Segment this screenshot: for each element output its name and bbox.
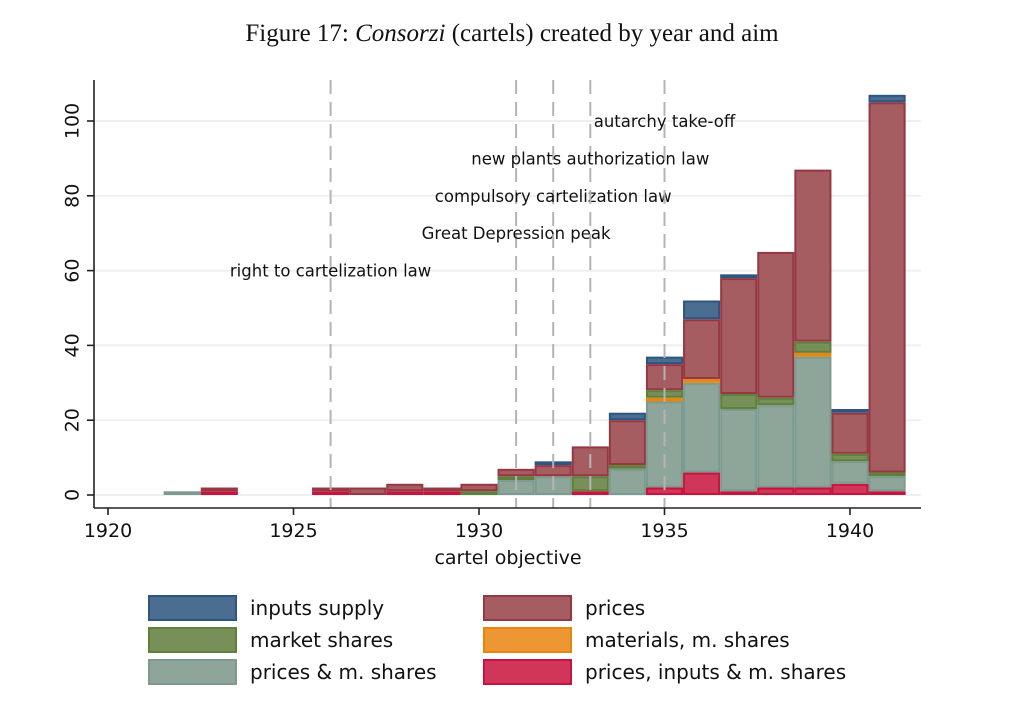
bar-segment-prices <box>868 102 906 473</box>
legend-swatch <box>148 627 237 653</box>
bar-segment-materials-m-shares <box>683 379 721 383</box>
bar-segment-market-shares <box>794 341 832 353</box>
bar-segment-inputs-supply <box>608 412 646 421</box>
bar-segment-prices-inputs-m-shares <box>423 491 461 496</box>
bar-segment-prices <box>608 420 646 466</box>
legend-item: prices, inputs & m. shares <box>483 659 846 685</box>
bars <box>163 94 906 496</box>
bar-segment-market-shares <box>460 491 498 496</box>
legend-label: market shares <box>250 628 393 652</box>
legend-item: prices <box>483 595 645 621</box>
x-tick-label: 1935 <box>640 520 688 542</box>
bar-segment-prices <box>831 412 869 454</box>
bar-segment-inputs-supply <box>720 274 758 279</box>
legend-swatch <box>483 595 572 621</box>
bar-segment-prices-m-shares <box>163 491 201 496</box>
y-tick-label: 100 <box>62 103 84 139</box>
figure-title: Figure 17: Consorzi (cartels) created by… <box>0 20 1024 48</box>
legend-swatch <box>148 659 237 685</box>
legend-label: inputs supply <box>250 596 384 620</box>
reference-line-label: right to cartelization law <box>230 262 431 281</box>
bar-segment-market-shares <box>757 397 795 406</box>
bar-segment-market-shares <box>868 472 906 477</box>
bar-segment-prices <box>720 278 758 395</box>
reference-line-label: new plants authorization law <box>471 149 709 168</box>
bar-segment-prices <box>757 251 795 398</box>
bar-segment-prices <box>200 487 238 492</box>
x-tick-label: 1920 <box>84 520 132 542</box>
legend-label: prices <box>585 596 645 620</box>
bar-segment-prices-inputs-m-shares <box>757 487 795 495</box>
bar-segment-prices-inputs-m-shares <box>868 491 906 496</box>
bar-segment-prices-inputs-m-shares <box>794 487 832 495</box>
bar-segment-market-shares <box>608 465 646 469</box>
bar-segment-prices-m-shares <box>720 408 758 492</box>
bar-segment-prices <box>794 169 832 342</box>
bar-segment-inputs-supply <box>645 356 684 365</box>
legend-item: inputs supply <box>148 595 384 621</box>
legend-swatch <box>483 627 572 653</box>
bar-segment-prices-m-shares <box>683 382 721 473</box>
bar-segment-prices <box>423 487 461 492</box>
reference-line-label: compulsory cartelization law <box>435 187 672 206</box>
bar-segment-prices-m-shares <box>757 405 795 488</box>
legend-label: prices, inputs & m. shares <box>585 660 846 684</box>
x-axis-title: cartel objective <box>434 547 581 569</box>
reference-lines: right to cartelization law Great Depressi… <box>230 80 736 508</box>
reference-line-label: autarchy take-off <box>594 112 736 131</box>
reference-line-label: Great Depression peak <box>422 224 611 243</box>
legend-item: materials, m. shares <box>483 627 790 653</box>
legend-swatch <box>483 659 572 685</box>
bar-segment-prices-inputs-m-shares <box>200 491 238 496</box>
bar-segment-prices <box>460 483 498 492</box>
figure-title-prefix: Figure 17: <box>245 20 356 47</box>
y-tick-label: 40 <box>62 333 84 357</box>
x-tick-label: 1940 <box>826 520 874 542</box>
y-tick-label: 80 <box>62 184 84 208</box>
y-tick-label: 0 <box>62 489 84 501</box>
legend-item: market shares <box>148 627 393 653</box>
legend-item: prices & m. shares <box>148 659 437 685</box>
bar-segment-inputs-supply <box>831 408 869 413</box>
bar-segment-prices-inputs-m-shares <box>386 491 424 496</box>
axes: 0 20 40 60 80 100 1920 1925 1930 1935 1940 <box>62 80 921 542</box>
bar-segment-prices <box>683 319 721 380</box>
bar-segment-prices-inputs-m-shares <box>571 491 609 496</box>
bar-segment-prices-inputs-m-shares <box>312 491 350 496</box>
y-tick-label: 60 <box>62 259 84 283</box>
bar-segment-prices-m-shares <box>868 476 906 492</box>
x-tick-label: 1925 <box>269 520 317 542</box>
bar-segment-prices <box>349 487 387 495</box>
bar-segment-inputs-supply <box>868 94 906 103</box>
bar-segment-market-shares <box>720 394 758 409</box>
bar-segment-prices-m-shares <box>794 356 832 488</box>
bar-segment-market-shares <box>831 453 869 462</box>
bar-segment-prices <box>386 483 424 492</box>
bar-segment-prices-inputs-m-shares <box>720 491 758 496</box>
legend: inputs supply prices market shares material… <box>148 595 846 685</box>
bar-segment-prices-m-shares <box>608 468 646 496</box>
bar-segment-prices-inputs-m-shares <box>831 483 869 495</box>
figure-title-italic: Consorzi <box>355 20 446 47</box>
bar-segment-prices-m-shares <box>831 461 869 484</box>
bar-segment-materials-m-shares <box>794 352 832 357</box>
bar-segment-inputs-supply <box>683 300 721 320</box>
y-tick-label: 20 <box>62 408 84 432</box>
figure-title-suffix: (cartels) created by year and aim <box>445 20 779 47</box>
legend-swatch <box>148 595 237 621</box>
legend-label: prices & m. shares <box>250 660 437 684</box>
x-tick-label: 1930 <box>455 520 503 542</box>
bar-segment-prices <box>497 468 535 477</box>
legend-label: materials, m. shares <box>585 628 790 652</box>
bar-segment-prices-inputs-m-shares <box>683 472 721 495</box>
